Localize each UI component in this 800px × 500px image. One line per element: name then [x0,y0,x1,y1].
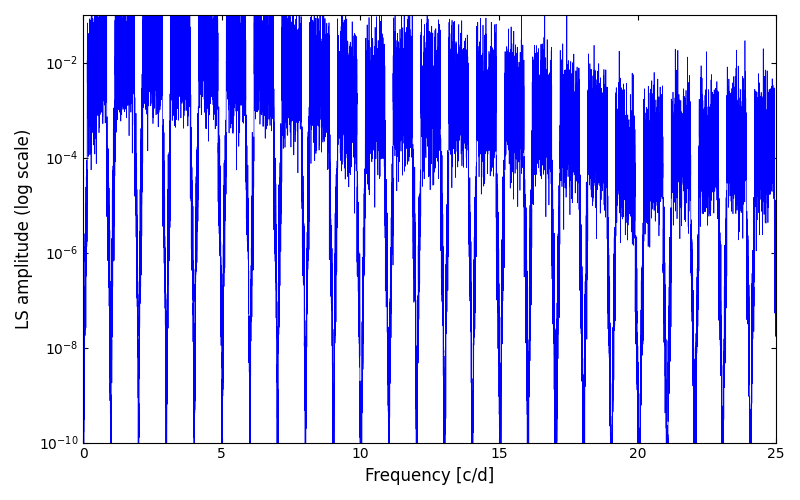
X-axis label: Frequency [c/d]: Frequency [c/d] [365,467,494,485]
Y-axis label: LS amplitude (log scale): LS amplitude (log scale) [15,128,33,329]
